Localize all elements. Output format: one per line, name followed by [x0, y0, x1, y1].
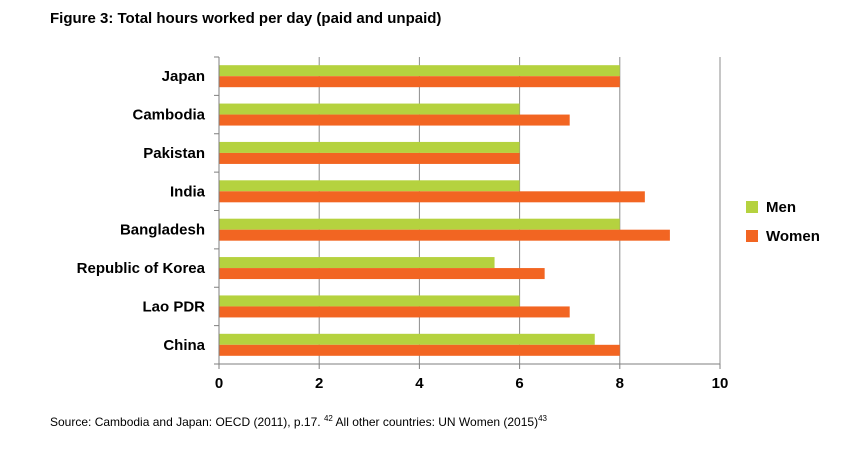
bar-women-pakistan — [219, 152, 520, 164]
bar-chart: Japan Cambodia Pakistan India Bangladesh Repu… — [77, 56, 820, 392]
legend-label-men: Men — [766, 199, 796, 216]
category-label: Republic of Korea — [77, 260, 206, 277]
category-label: India — [170, 183, 206, 200]
x-tick-label: 0 — [215, 375, 223, 392]
x-tick-label: 10 — [712, 375, 729, 392]
x-tick-label: 6 — [515, 375, 523, 392]
bar-women-china — [219, 344, 620, 356]
x-tick-label: 8 — [616, 375, 624, 392]
figure-title: Figure 3: Total hours worked per day (pa… — [50, 10, 442, 27]
bar-men-bangladesh — [219, 218, 620, 230]
x-tick-label: 2 — [315, 375, 323, 392]
bar-men-japan — [219, 65, 620, 77]
bar-men-pakistan — [219, 141, 520, 153]
x-tick-label: 4 — [415, 375, 424, 392]
bar-women-india — [219, 191, 645, 203]
category-label: China — [163, 337, 205, 354]
category-labels: Japan Cambodia Pakistan India Bangladesh Repu… — [77, 68, 206, 354]
bar-women-republic-of-korea — [219, 268, 545, 280]
bar-men-republic-of-korea — [219, 257, 495, 269]
category-label: Bangladesh — [120, 222, 205, 239]
source-note: Source: Cambodia and Japan: OECD (2011),… — [50, 414, 547, 429]
legend-swatch-women — [746, 230, 758, 242]
bar-men-lao-pdr — [219, 295, 520, 307]
bar-men-china — [219, 333, 595, 345]
bar-women-cambodia — [219, 114, 570, 126]
bar-men-cambodia — [219, 103, 520, 115]
bar-women-bangladesh — [219, 229, 670, 241]
source-ref-42: 42 — [323, 414, 333, 423]
axes — [214, 56, 721, 369]
source-main: Source: Cambodia and Japan: OECD (2011),… — [50, 415, 321, 429]
legend-swatch-men — [746, 201, 758, 213]
bar-women-lao-pdr — [219, 306, 570, 318]
bar-women-japan — [219, 76, 620, 88]
category-label: Lao PDR — [142, 298, 205, 315]
category-label: Japan — [162, 68, 205, 85]
legend-label-women: Women — [766, 228, 820, 245]
bar-men-india — [219, 180, 520, 192]
category-label: Cambodia — [132, 107, 205, 124]
bars — [219, 65, 670, 356]
category-label: Pakistan — [143, 145, 205, 162]
source-mid: All other countries: UN Women (2015) — [335, 415, 539, 429]
x-tick-labels: 0 2 4 6 8 10 — [215, 375, 729, 392]
legend: Men Women — [746, 199, 820, 245]
gridlines — [318, 57, 721, 364]
source-ref-43: 43 — [538, 414, 547, 423]
